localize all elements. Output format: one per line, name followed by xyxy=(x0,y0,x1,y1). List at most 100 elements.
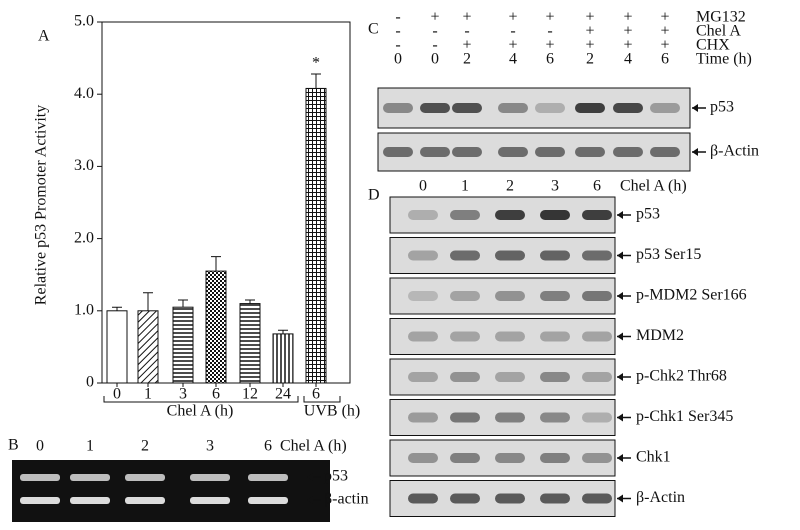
arrow-head xyxy=(617,251,623,260)
arrow-head xyxy=(307,496,313,504)
x-tick-label: 6 xyxy=(212,386,220,403)
band xyxy=(190,474,230,481)
band xyxy=(450,250,480,261)
condition-cell: - xyxy=(547,23,552,40)
error-bar xyxy=(143,292,153,311)
arrow-head xyxy=(307,473,313,481)
blot xyxy=(389,277,616,315)
band xyxy=(450,412,480,423)
band-label: Chk1 xyxy=(636,449,671,466)
band xyxy=(540,331,570,342)
condition-cell: + xyxy=(660,37,669,54)
band xyxy=(70,497,110,504)
arrow-head xyxy=(617,332,623,341)
band xyxy=(535,147,565,157)
band xyxy=(495,412,525,423)
condition-cell: + xyxy=(585,9,594,26)
condition-cell: - xyxy=(432,37,437,54)
band xyxy=(383,147,413,157)
bar xyxy=(106,310,128,384)
lanes-title: Chel A (h) xyxy=(280,438,347,455)
condition-cell: - xyxy=(432,23,437,40)
y-tick-label: 2.0 xyxy=(74,229,94,246)
band xyxy=(495,453,525,463)
bar xyxy=(172,306,194,384)
band xyxy=(495,250,525,261)
condition-name: Time (h) xyxy=(696,51,752,68)
band xyxy=(450,291,480,301)
arrow-head xyxy=(617,211,623,219)
y-axis-label: Relative p53 Promoter Activity xyxy=(33,105,50,305)
band xyxy=(125,497,165,504)
y-tick-label: 0 xyxy=(86,374,94,391)
band xyxy=(495,331,525,342)
band xyxy=(450,210,480,220)
band xyxy=(540,291,570,301)
band xyxy=(495,372,525,382)
band xyxy=(408,250,438,261)
band xyxy=(582,331,612,342)
group-label: Chel A (h) xyxy=(167,403,234,420)
band-label: p53 xyxy=(636,206,660,223)
band xyxy=(420,147,450,157)
condition-cell: + xyxy=(462,9,471,26)
lane-label: 0 xyxy=(419,178,427,195)
band xyxy=(540,372,570,382)
annotation: * xyxy=(312,55,320,72)
band-label: p53 xyxy=(710,99,734,116)
band xyxy=(408,331,438,342)
band xyxy=(582,372,612,382)
condition-cell: - xyxy=(395,9,400,26)
panel-label: A xyxy=(38,28,50,45)
lane-label: 2 xyxy=(506,178,514,195)
arrow-head xyxy=(692,148,698,156)
panel-label: D xyxy=(368,187,380,204)
band xyxy=(540,493,570,504)
lane-label: 2 xyxy=(141,438,149,455)
condition-name: CHX xyxy=(696,37,730,54)
band-label: β-actin xyxy=(324,491,369,508)
condition-cell: + xyxy=(660,9,669,26)
error-bar xyxy=(178,299,188,308)
band xyxy=(540,210,570,220)
band-label: p-Chk2 Thr68 xyxy=(636,368,727,385)
condition-cell: 2 xyxy=(586,51,594,68)
condition-cell: + xyxy=(430,9,439,26)
band xyxy=(452,103,482,113)
condition-cell: + xyxy=(545,37,554,54)
arrow-head xyxy=(617,454,623,462)
band-label: β-Actin xyxy=(710,143,759,160)
bar xyxy=(205,270,227,384)
blot xyxy=(389,237,616,274)
lane-label: 1 xyxy=(86,438,94,455)
band-label: β-Actin xyxy=(636,489,685,506)
condition-cell: 6 xyxy=(546,51,554,68)
bar xyxy=(239,303,261,384)
lane-label: 6 xyxy=(264,438,272,455)
condition-name: MG132 xyxy=(696,9,746,26)
band xyxy=(452,147,482,157)
condition-cell: + xyxy=(623,23,632,40)
band xyxy=(540,412,570,423)
blot xyxy=(389,439,616,477)
y-tick-label: 5.0 xyxy=(74,13,94,30)
group-bracket xyxy=(103,396,341,403)
x-tick-label: 0 xyxy=(113,386,121,403)
band xyxy=(248,474,288,481)
band xyxy=(408,412,438,423)
condition-cell: + xyxy=(585,23,594,40)
band xyxy=(613,147,643,157)
band xyxy=(408,372,438,382)
band xyxy=(582,291,612,301)
arrow-head xyxy=(617,413,623,422)
band xyxy=(408,493,438,504)
condition-cell: 4 xyxy=(509,51,517,68)
band-label: MDM2 xyxy=(636,327,684,344)
condition-cell: 0 xyxy=(394,51,402,68)
blot xyxy=(389,318,616,355)
band xyxy=(582,453,612,463)
y-tick-label: 4.0 xyxy=(74,85,94,102)
arrow-head xyxy=(617,494,623,503)
error-bar xyxy=(278,329,288,334)
band xyxy=(450,453,480,463)
